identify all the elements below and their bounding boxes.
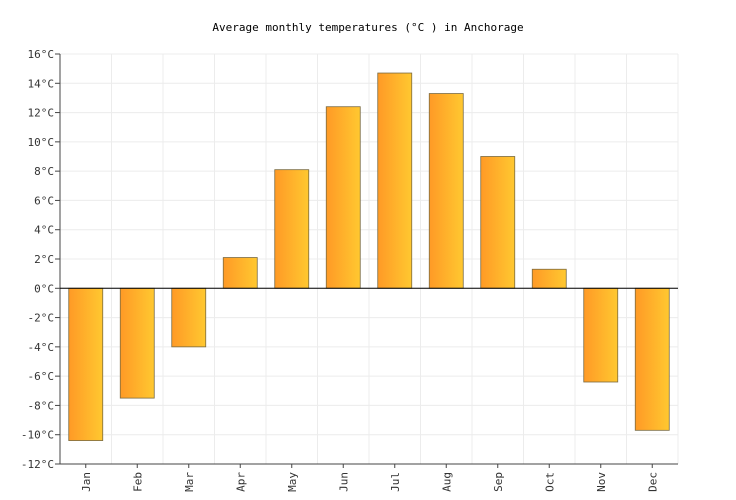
x-tick-label: Dec	[646, 472, 659, 492]
label-layer: -12°C -10°C -8°C -6°C -4°C -2°C 0°C 2°C 4°C 6°C 8°…	[21, 48, 659, 492]
x-tick-label: Mar	[183, 472, 196, 492]
bar-dec	[634, 287, 670, 431]
bar-sep	[480, 156, 516, 289]
y-tick-label: 4°C	[34, 224, 54, 237]
y-tick-label: 10°C	[28, 136, 55, 149]
y-tick-label: -8°C	[28, 399, 55, 412]
bar-aug	[428, 93, 464, 289]
bar-may	[274, 169, 310, 289]
y-tick-label: 2°C	[34, 253, 54, 266]
axis-layer	[55, 53, 678, 468]
x-tick-label: Nov	[595, 472, 608, 492]
grid-layer	[59, 53, 679, 465]
x-tick-label: May	[286, 472, 299, 492]
bar-jul	[377, 72, 413, 289]
x-tick-label: Jun	[337, 472, 350, 492]
y-tick-label: -6°C	[28, 370, 55, 383]
x-tick-label: Apr	[234, 472, 247, 492]
x-tick-label: Jul	[389, 472, 402, 492]
y-tick-label: -4°C	[28, 341, 55, 354]
bar-apr	[222, 257, 258, 289]
x-tick-label: Sep	[492, 472, 505, 492]
x-tick-label: Feb	[131, 472, 144, 492]
y-tick-label: 8°C	[34, 165, 54, 178]
y-tick-label: 6°C	[34, 194, 54, 207]
bar-layer	[68, 72, 670, 441]
bar-jun	[325, 106, 361, 289]
bar-feb	[119, 287, 155, 399]
bar-oct	[531, 268, 567, 289]
chart-title: Average monthly temperatures (°C ) in An…	[212, 21, 523, 34]
y-tick-label: 0°C	[34, 282, 54, 295]
y-tick-label: -12°C	[21, 458, 54, 471]
y-tick-label: -10°C	[21, 429, 54, 442]
y-tick-label: 16°C	[28, 48, 55, 61]
y-tick-label: -2°C	[28, 312, 55, 325]
x-tick-label: Jan	[80, 472, 93, 492]
bar-nov	[583, 287, 619, 383]
y-tick-label: 12°C	[28, 107, 55, 120]
x-tick-label: Aug	[440, 472, 453, 492]
y-tick-label: 14°C	[28, 77, 55, 90]
bar-mar	[171, 287, 207, 348]
x-tick-label: Oct	[543, 472, 556, 492]
bar-jan	[68, 287, 104, 441]
